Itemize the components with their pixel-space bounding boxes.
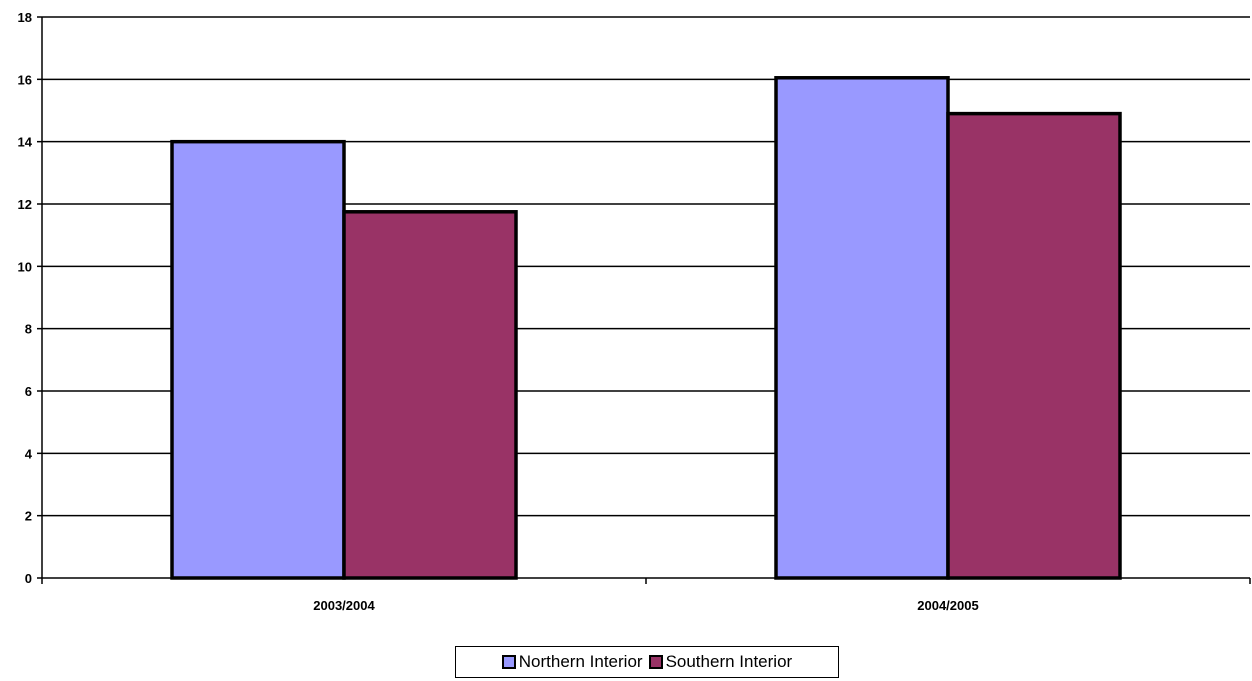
legend-item-series-0: Northern Interior <box>502 652 643 672</box>
x-tick-label-1: 2004/2005 <box>917 598 978 613</box>
y-tick-label-4: 8 <box>25 322 32 337</box>
bars <box>172 78 1120 578</box>
legend-swatch-series-1 <box>649 655 663 669</box>
y-tick-label-8: 16 <box>18 72 32 87</box>
y-tick-label-0: 0 <box>25 571 32 586</box>
legend: Northern Interior Southern Interior <box>455 646 839 678</box>
bar-2004-2005-series-1 <box>948 114 1120 578</box>
y-tick-label-5: 10 <box>18 259 32 274</box>
bar-chart-svg: 0 2 4 6 8 10 12 14 16 18 2003/2004 2004/2005 <box>0 0 1252 640</box>
y-tick-label-1: 2 <box>25 509 32 524</box>
legend-label-series-0: Northern Interior <box>519 652 643 672</box>
bar-2003-2004-series-1 <box>344 212 516 578</box>
bar-2004-2005-series-0 <box>776 78 948 578</box>
x-tick-label-0: 2003/2004 <box>313 598 375 613</box>
legend-swatch-series-0 <box>502 655 516 669</box>
bar-2003-2004-series-0 <box>172 142 344 578</box>
y-tick-label-7: 14 <box>18 135 33 150</box>
y-tick-label-6: 12 <box>18 197 32 212</box>
y-tick-label-9: 18 <box>18 10 32 25</box>
legend-label-series-1: Southern Interior <box>666 652 793 672</box>
y-tick-label-2: 4 <box>25 446 33 461</box>
y-tick-label-3: 6 <box>25 384 32 399</box>
legend-item-series-1: Southern Interior <box>649 652 793 672</box>
